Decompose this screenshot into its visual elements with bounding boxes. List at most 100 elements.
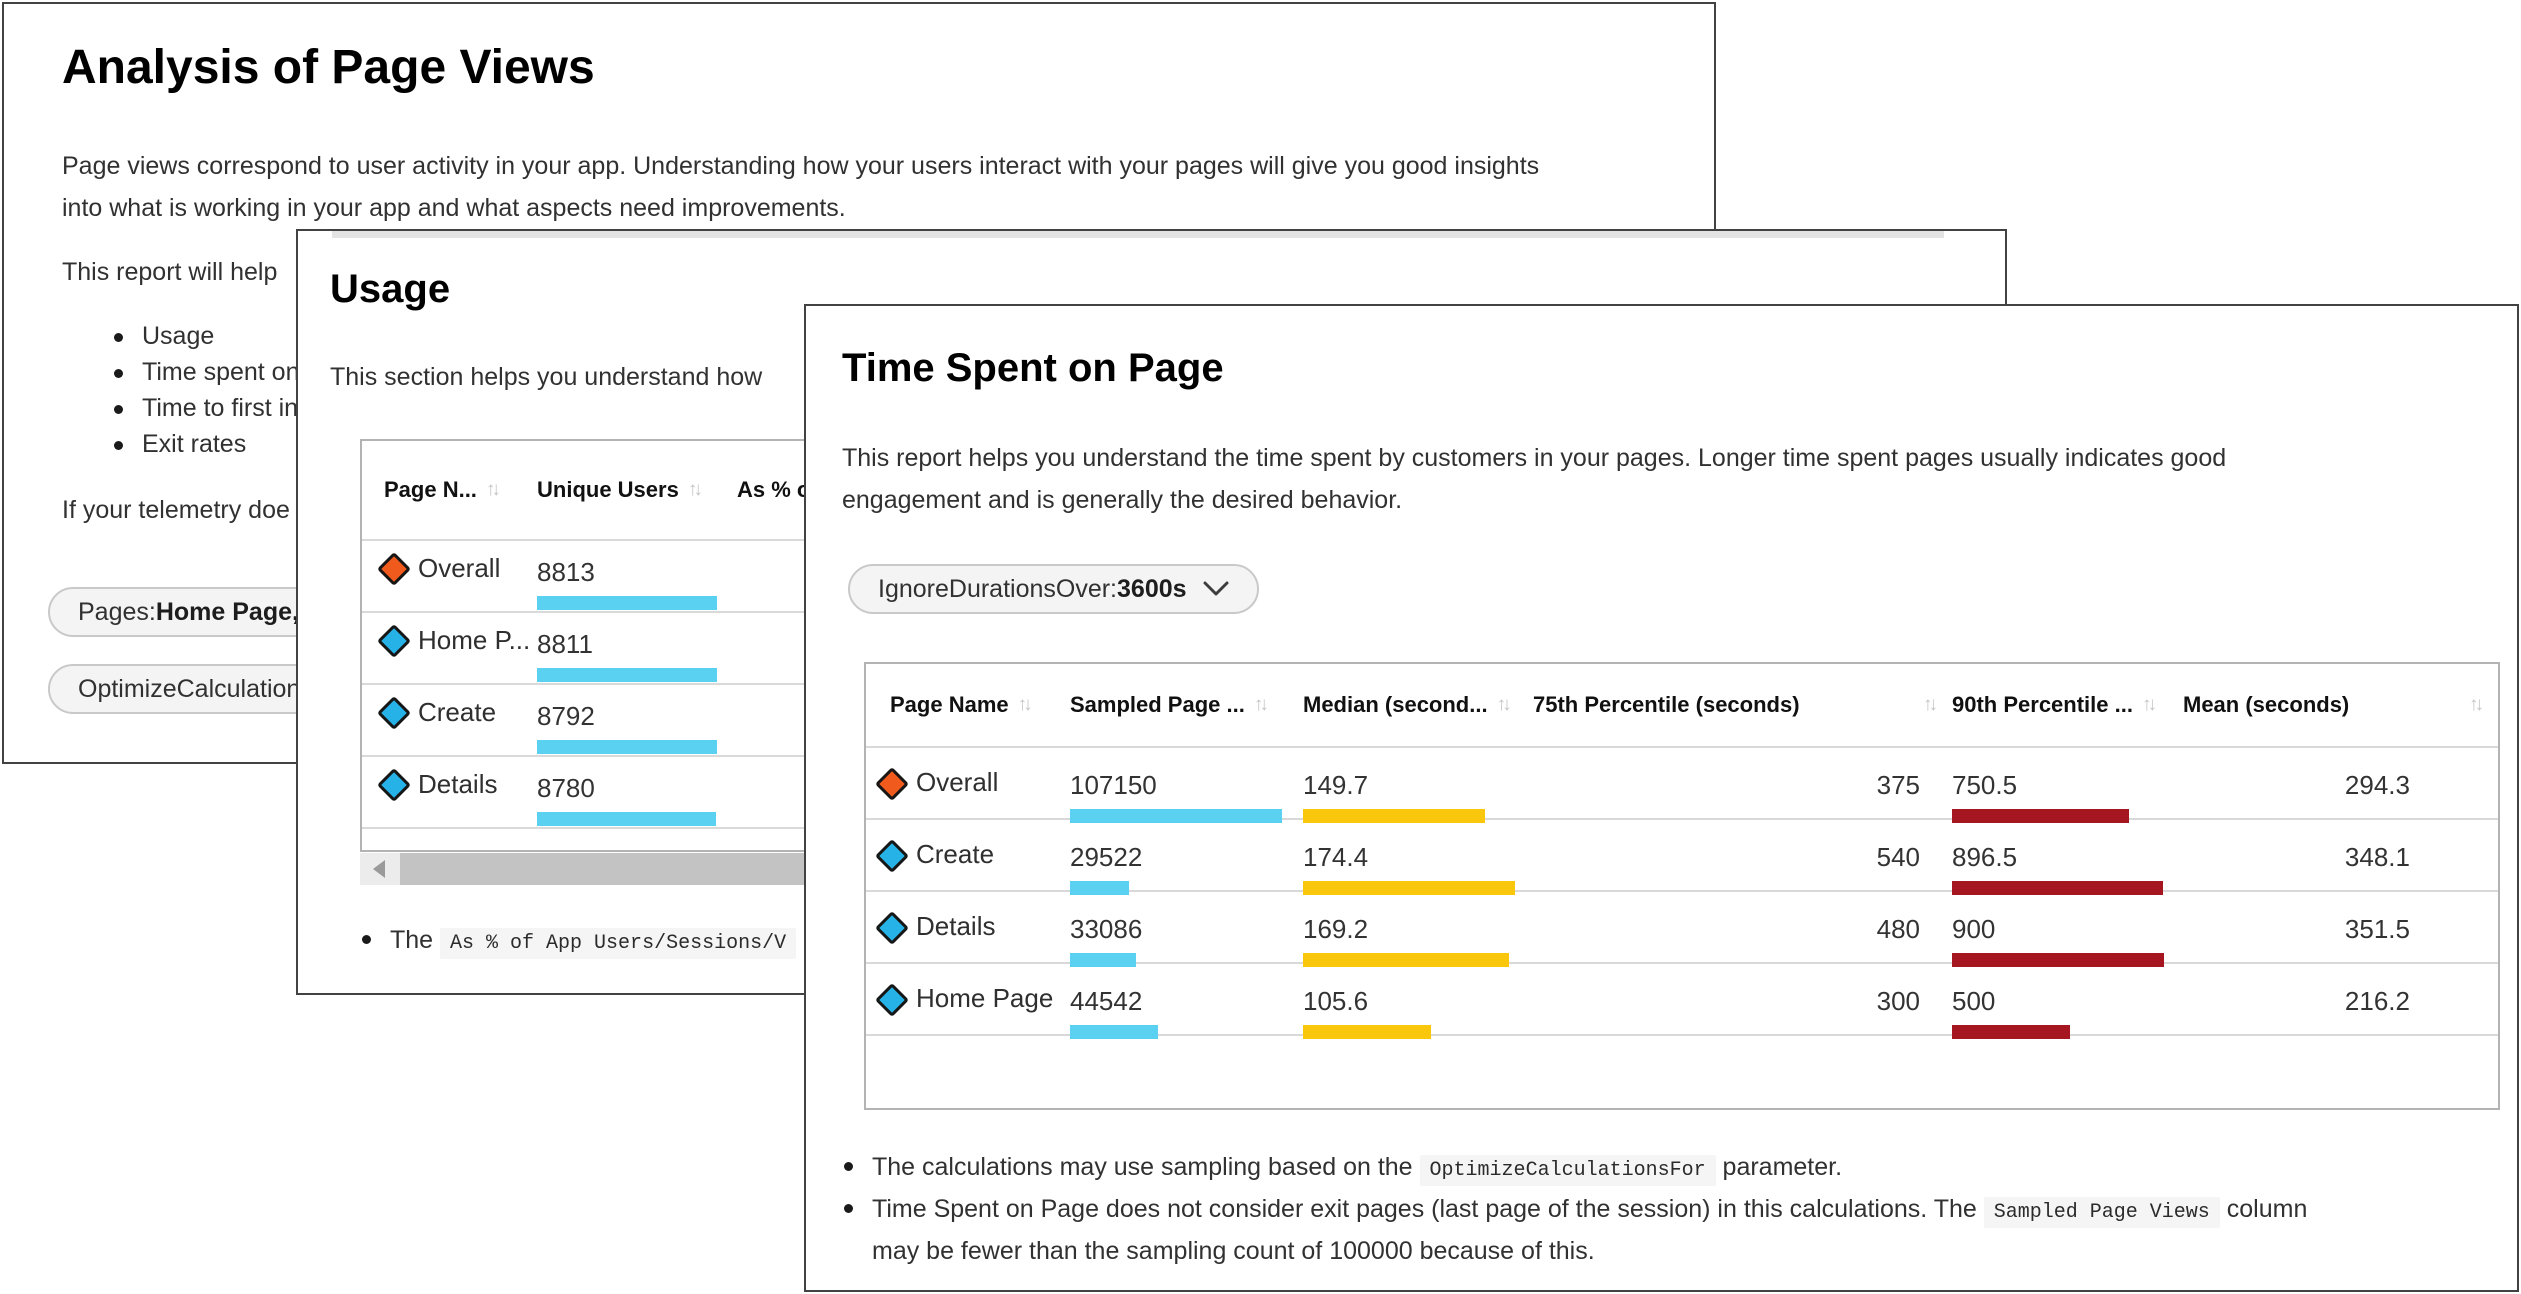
column-header-label: Median (second... xyxy=(1303,692,1488,717)
median-bar xyxy=(1303,809,1485,823)
table-row: Overall 107150 149.7 375 750.5 294.3 xyxy=(866,748,2498,823)
list-item-time-spent: Time spent on p xyxy=(114,358,320,394)
page-name: Details xyxy=(418,769,498,799)
footnote-text: The calculations may use sampling based … xyxy=(872,1153,1420,1181)
usage-description: This section helps you understand how xyxy=(330,363,763,391)
sort-icon[interactable]: ↑↓ xyxy=(1253,694,1269,715)
data-bar-track xyxy=(1303,809,1515,823)
p75-value: 375 xyxy=(1876,770,1920,800)
sort-icon[interactable]: ↑↓ xyxy=(2141,694,2157,715)
report-help-text: This report will help xyxy=(62,258,278,286)
sort-icon[interactable]: ↑↓ xyxy=(1496,694,1512,715)
data-bar-track xyxy=(1303,881,1515,895)
table-row: Home Page 44542 105.6 300 500 216.2 xyxy=(866,964,2498,1039)
column-header-mean-seconds[interactable]: Mean (seconds) ↑↓ xyxy=(2183,692,2498,718)
data-bar-track xyxy=(537,740,717,754)
data-bar-track xyxy=(537,812,717,826)
list-item-exit-rates: Exit rates xyxy=(114,430,320,466)
window-time-spent-on-page: Time Spent on Page This report helps you… xyxy=(804,304,2519,1292)
column-header-sampled-page-views[interactable]: Sampled Page ... ↑↓ xyxy=(1070,692,1303,718)
sort-icon[interactable]: ↑↓ xyxy=(687,479,703,500)
data-bar-track xyxy=(1070,953,1282,967)
scroll-left-button[interactable] xyxy=(360,853,398,885)
code-chip: Sampled Page Views xyxy=(1983,1197,2220,1228)
column-header-page-name[interactable]: Page Name ↑↓ xyxy=(866,692,1070,718)
usage-title: Usage xyxy=(330,267,451,311)
mean-value: 216.2 xyxy=(2344,986,2410,1016)
p75-value: 480 xyxy=(1876,914,1920,944)
series-diamond-icon xyxy=(875,911,909,945)
data-bar-track xyxy=(1303,953,1515,967)
sampled-bar xyxy=(1070,1025,1159,1039)
data-bar-track xyxy=(1303,1025,1515,1039)
mean-value: 351.5 xyxy=(2344,914,2410,944)
sort-icon[interactable]: ↑↓ xyxy=(485,479,501,500)
column-header-label: Sampled Page ... xyxy=(1070,692,1245,717)
usage-footnote: The As % of App Users/Sessions/V xyxy=(360,921,2067,963)
column-header-page-name[interactable]: Page N... ↑↓ xyxy=(362,477,537,503)
p75-value: 300 xyxy=(1876,986,1920,1016)
time-spent-description-line1: This report helps you understand the tim… xyxy=(842,444,2227,472)
telemetry-text: If your telemetry doe xyxy=(62,496,290,524)
page-name: Details xyxy=(916,911,996,941)
time-spent-table: Page Name ↑↓ Sampled Page ... ↑↓ Median … xyxy=(864,662,2500,1110)
p90-bar xyxy=(1952,953,2164,967)
list-item-usage: Usage xyxy=(114,322,320,358)
sort-icon[interactable]: ↑↓ xyxy=(1923,694,1938,715)
p90-bar xyxy=(1952,809,2129,823)
series-diamond-icon xyxy=(377,552,411,586)
sort-icon[interactable]: ↑↓ xyxy=(2469,694,2484,715)
page-name: Home Page xyxy=(916,983,1054,1013)
median-value: 174.4 xyxy=(1303,842,1369,872)
intro-text-line2: into what is working in your app and wha… xyxy=(62,194,846,222)
page-name: Overall xyxy=(916,767,999,797)
median-bar xyxy=(1303,881,1515,895)
sampled-value: 107150 xyxy=(1070,770,1157,800)
p90-value: 900 xyxy=(1952,914,1996,944)
chevron-down-icon xyxy=(1203,575,1229,604)
median-value: 169.2 xyxy=(1303,914,1369,944)
column-header-75th-percentile[interactable]: 75th Percentile (seconds) ↑↓ xyxy=(1533,692,1952,718)
sampled-bar xyxy=(1070,809,1282,823)
p90-bar xyxy=(1952,1025,2070,1039)
dropdown-value: 3600s xyxy=(1117,574,1187,603)
data-bar-track xyxy=(1070,1025,1282,1039)
median-bar xyxy=(1303,1025,1432,1039)
time-spent-description-line2: engagement and is generally the desired … xyxy=(842,486,1403,514)
table-row: Details 33086 169.2 480 900 351.5 xyxy=(866,892,2498,967)
series-diamond-icon xyxy=(377,696,411,730)
intro-text-line1: Page views correspond to user activity i… xyxy=(62,152,1540,180)
column-header-label: Page Name xyxy=(890,692,1009,717)
footnote-text: The xyxy=(390,926,441,954)
column-header-median-seconds[interactable]: Median (second... ↑↓ xyxy=(1303,692,1533,718)
series-diamond-icon xyxy=(875,767,909,801)
column-header-unique-users[interactable]: Unique Users ↑↓ xyxy=(537,477,737,503)
column-header-label: 75th Percentile (seconds) xyxy=(1533,692,1800,717)
column-header-label: Unique Users xyxy=(537,477,679,502)
data-bar-track xyxy=(1952,881,2164,895)
page-name: Create xyxy=(916,839,995,869)
series-diamond-icon xyxy=(377,768,411,802)
dropdown-label: IgnoreDurationsOver: xyxy=(878,574,1118,603)
sampled-value: 29522 xyxy=(1070,842,1143,872)
sampled-bar xyxy=(1070,881,1129,895)
time-spent-table-header-row: Page Name ↑↓ Sampled Page ... ↑↓ Median … xyxy=(866,664,2498,748)
p90-value: 750.5 xyxy=(1952,770,2018,800)
column-header-label: 90th Percentile ... xyxy=(1952,692,2133,717)
mean-value: 348.1 xyxy=(2344,842,2410,872)
series-diamond-icon xyxy=(875,839,909,873)
column-header-90th-percentile[interactable]: 90th Percentile ... ↑↓ xyxy=(1952,692,2183,718)
page-name: Home P... xyxy=(418,625,531,655)
unique-users-bar xyxy=(537,812,717,826)
sort-icon[interactable]: ↑↓ xyxy=(1017,694,1033,715)
footnote-sampling: The calculations may use sampling based … xyxy=(842,1148,2482,1190)
ignore-durations-dropdown[interactable]: IgnoreDurationsOver: 3600s xyxy=(848,564,1259,614)
footnote-text: parameter. xyxy=(1715,1153,1843,1181)
data-bar-track xyxy=(1952,1025,2164,1039)
list-item-time-to-first: Time to first inte xyxy=(114,394,320,430)
p90-value: 896.5 xyxy=(1952,842,2018,872)
unique-users-value: 8813 xyxy=(537,557,595,587)
unique-users-bar xyxy=(537,740,717,754)
sampled-value: 44542 xyxy=(1070,986,1143,1016)
optimize-pill-label: OptimizeCalculations xyxy=(78,674,313,703)
